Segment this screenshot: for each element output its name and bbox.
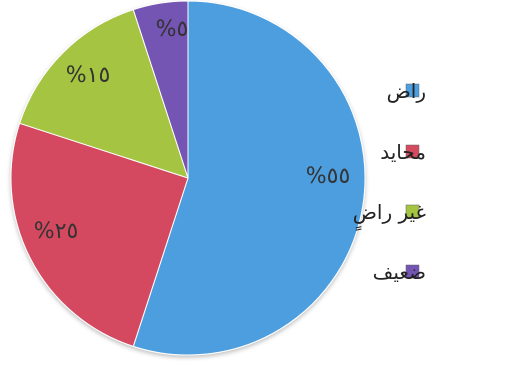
slice-label-group: %٥٥ %٢٥ %١٥ %٥ bbox=[34, 17, 351, 244]
legend-swatch bbox=[405, 144, 420, 159]
slice-value-label: %١٥ bbox=[66, 63, 111, 88]
legend-swatch bbox=[405, 83, 420, 98]
legend-item: راض bbox=[387, 79, 426, 103]
legend-label: راض bbox=[387, 79, 426, 103]
legend-swatch bbox=[405, 264, 420, 279]
legend-label: محايد bbox=[380, 140, 426, 164]
slice-value-label: %٥٥ bbox=[306, 164, 351, 189]
pie-slice bbox=[19, 9, 189, 179]
slice-value-label: %٢٥ bbox=[34, 219, 79, 244]
legend-item: ضعيف bbox=[373, 260, 426, 284]
legend-swatch bbox=[405, 204, 420, 219]
legend-item: محايد bbox=[380, 140, 426, 164]
pie-slice bbox=[10, 122, 189, 347]
pie-slice bbox=[132, 0, 366, 356]
pie-group bbox=[10, 0, 366, 356]
legend-label: غير راضٍ bbox=[353, 200, 426, 231]
legend-item: غير راضٍ bbox=[353, 200, 426, 231]
legend-label: ضعيف bbox=[373, 260, 426, 284]
pie-slice bbox=[132, 0, 189, 179]
slice-value-label: %٥ bbox=[156, 17, 189, 42]
